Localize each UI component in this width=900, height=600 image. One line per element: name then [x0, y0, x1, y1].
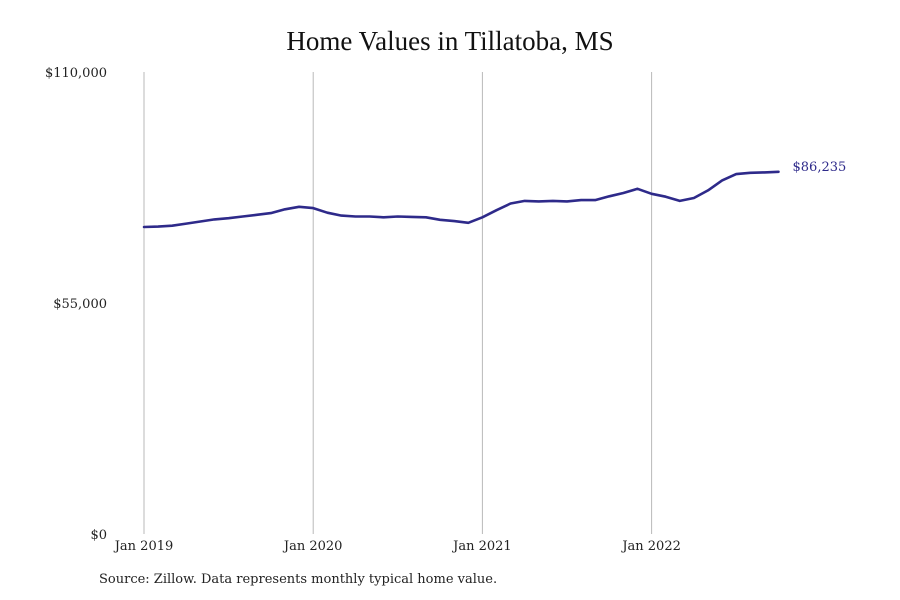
y-tick-label: $0: [90, 528, 107, 543]
x-axis: Jan 2019 Jan 2020 Jan 2021 Jan 2022: [113, 539, 681, 554]
gridlines: [143, 72, 653, 534]
source-note: Source: Zillow. Data represents monthly …: [99, 572, 498, 587]
x-tick-label: Jan 2022: [620, 539, 681, 554]
x-tick-label: Jan 2019: [113, 539, 174, 554]
chart-title: Home Values in Tillatoba, MS: [286, 26, 614, 56]
y-axis: $0 $55,000 $110,000: [45, 66, 107, 543]
y-tick-label: $55,000: [53, 297, 107, 312]
end-value-label: $86,235: [793, 160, 847, 175]
series-line: [142, 170, 780, 229]
series-group: $86,235: [142, 160, 847, 229]
y-tick-label: $110,000: [45, 66, 107, 81]
x-tick-label: Jan 2020: [282, 539, 343, 554]
x-tick-label: Jan 2021: [451, 539, 512, 554]
